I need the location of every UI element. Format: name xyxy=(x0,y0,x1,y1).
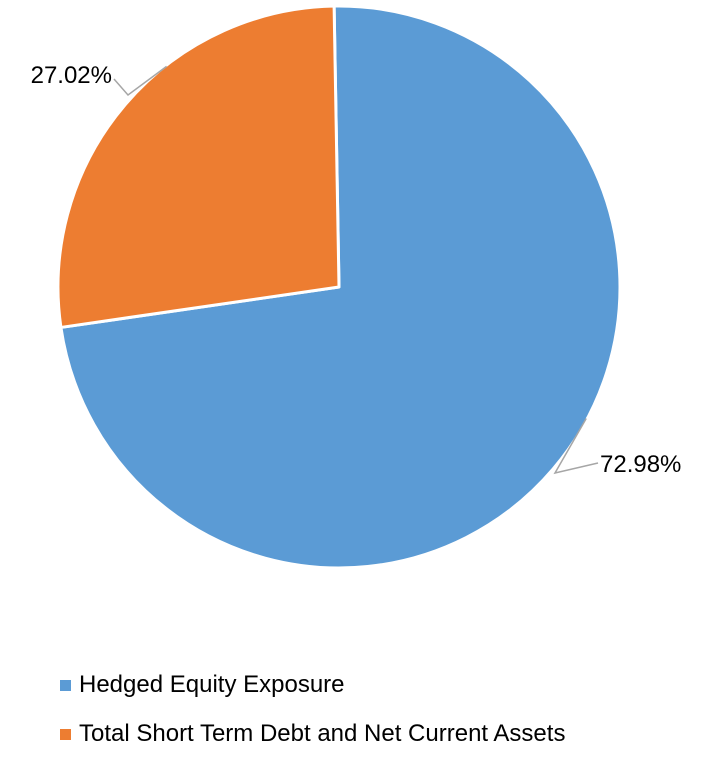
legend-swatch xyxy=(60,728,71,740)
legend-item-short-term-debt[interactable]: Total Short Term Debt and Net Current As… xyxy=(60,719,565,749)
legend-swatch xyxy=(60,679,71,691)
data-label-0: 72.98% xyxy=(600,451,681,478)
legend-label: Hedged Equity Exposure xyxy=(79,671,345,698)
pie-slice-1[interactable] xyxy=(56,4,341,329)
legend-item-hedged-equity[interactable]: Hedged Equity Exposure xyxy=(60,670,565,700)
legend-label: Total Short Term Debt and Net Current As… xyxy=(79,720,566,747)
pie-chart: 72.98% 27.02% xyxy=(31,4,681,570)
legend: Hedged Equity Exposure Total Short Term … xyxy=(60,670,565,768)
leader-line-1 xyxy=(113,65,168,97)
data-label-1: 27.02% xyxy=(31,62,112,89)
leader-line-0 xyxy=(553,418,599,475)
